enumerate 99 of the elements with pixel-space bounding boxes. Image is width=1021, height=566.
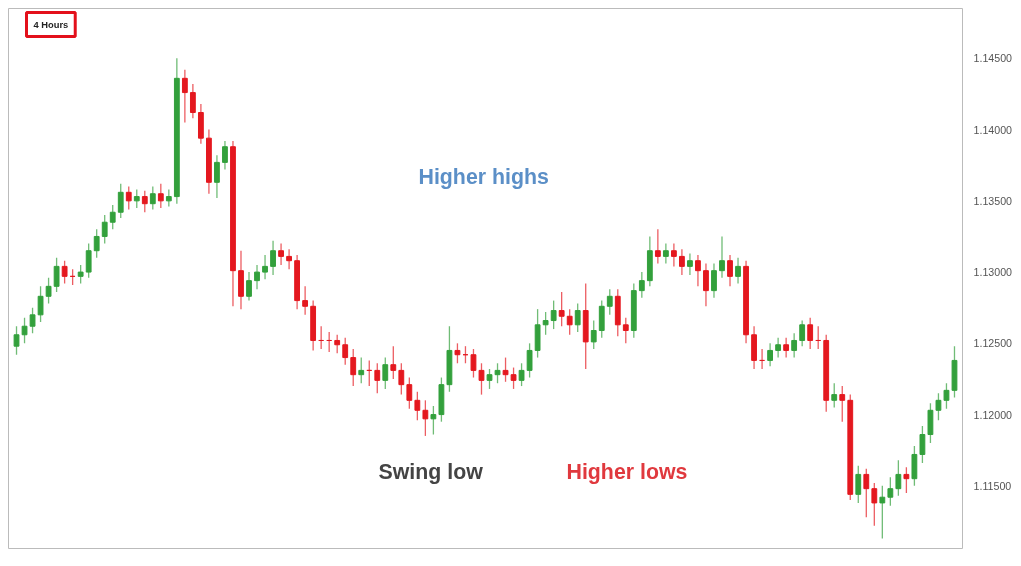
candlestick xyxy=(181,69,188,124)
annotation: Higher lows xyxy=(566,459,688,484)
candlestick xyxy=(342,336,349,366)
candlestick xyxy=(727,254,733,287)
candlestick xyxy=(374,362,381,394)
candlestick xyxy=(831,382,838,409)
candlestick xyxy=(334,334,341,354)
candlestick xyxy=(670,242,677,268)
candlestick xyxy=(398,362,405,396)
candlestick xyxy=(61,260,68,285)
candlestick xyxy=(590,319,597,350)
candlestick xyxy=(85,242,92,279)
candlestick xyxy=(21,317,28,344)
candlestick xyxy=(735,257,741,285)
candlestick xyxy=(775,336,782,359)
candlestick xyxy=(430,405,437,436)
y-tick-label: 1.14000 xyxy=(973,123,1013,136)
candlestick xyxy=(703,262,709,307)
y-tick-label: 1.14500 xyxy=(973,52,1013,65)
candlestick xyxy=(855,465,862,504)
candlestick xyxy=(189,83,196,119)
annotation: 4 Hours xyxy=(33,19,69,30)
candlestick xyxy=(783,336,790,359)
candlestick xyxy=(486,368,493,390)
candlestick xyxy=(157,183,164,209)
candlestick xyxy=(895,459,902,497)
candlestick xyxy=(719,235,725,279)
candlestick xyxy=(478,362,485,396)
candlestick xyxy=(254,264,260,290)
candlestick xyxy=(919,425,926,464)
candlestick xyxy=(350,348,357,387)
candlestick xyxy=(502,356,509,383)
candlestick xyxy=(406,376,413,410)
candlestick xyxy=(93,228,100,259)
candlestick xyxy=(246,271,252,302)
candlestick xyxy=(807,317,814,350)
candlestick xyxy=(574,302,581,333)
candlestick xyxy=(141,190,148,213)
candlestick xyxy=(262,254,268,280)
candlestick xyxy=(101,214,108,245)
candlestick xyxy=(687,252,693,276)
y-tick-label: 1.11500 xyxy=(973,479,1012,492)
candlestick xyxy=(662,242,669,265)
candlestick xyxy=(13,325,20,356)
candlestick xyxy=(791,332,798,359)
candlestick xyxy=(799,319,806,347)
candlestick xyxy=(45,277,52,305)
candlestick xyxy=(510,366,517,390)
candlestick xyxy=(935,392,942,421)
candlestick xyxy=(358,356,365,384)
candlestick xyxy=(871,482,878,527)
candlestick xyxy=(943,382,950,410)
candlestick xyxy=(695,254,701,287)
y-tick-label: 1.12500 xyxy=(973,337,1013,350)
candlestick xyxy=(382,356,389,390)
candlestick xyxy=(422,399,429,437)
candlestick xyxy=(390,345,397,380)
candlestick xyxy=(133,188,140,209)
candlestick xyxy=(454,342,461,364)
candlestick xyxy=(149,185,156,211)
annotation: Swing low xyxy=(378,459,484,484)
y-tick-label: 1.13000 xyxy=(973,266,1013,279)
candlestick xyxy=(270,240,276,276)
candlestick xyxy=(606,288,613,316)
candlestick xyxy=(903,466,910,494)
candlestick xyxy=(518,362,525,387)
candlestick xyxy=(302,285,309,316)
candlestick xyxy=(526,342,533,379)
candlestick xyxy=(654,228,661,265)
candlestick xyxy=(622,317,629,344)
candlestick xyxy=(863,468,870,518)
candlestick xyxy=(77,264,84,285)
candlestick xyxy=(214,154,220,199)
candlestick xyxy=(414,391,421,421)
candlestick xyxy=(839,385,846,423)
candlestick xyxy=(278,242,284,266)
y-tick-label: 1.13500 xyxy=(973,194,1013,207)
candlestick xyxy=(109,204,116,230)
candlestick xyxy=(711,262,717,299)
candlestick xyxy=(638,271,645,299)
candlestick xyxy=(222,140,228,171)
candlestick xyxy=(887,476,894,507)
candlestick xyxy=(542,311,549,336)
candlestick xyxy=(879,485,886,540)
candlestick xyxy=(550,299,557,330)
candlestick xyxy=(125,185,132,211)
y-tick-label: 1.12000 xyxy=(973,408,1013,421)
candlestick xyxy=(53,257,60,293)
candlestick xyxy=(558,291,565,327)
candlestick xyxy=(494,362,501,384)
candlestick xyxy=(117,183,124,219)
candlestick xyxy=(767,342,773,367)
candlestick xyxy=(37,285,44,323)
candlestick xyxy=(29,307,36,334)
candlestick xyxy=(566,308,573,336)
candlestick xyxy=(470,348,477,379)
candlestick xyxy=(679,248,685,276)
annotation: Higher highs xyxy=(418,164,549,189)
candlestick xyxy=(286,248,292,270)
